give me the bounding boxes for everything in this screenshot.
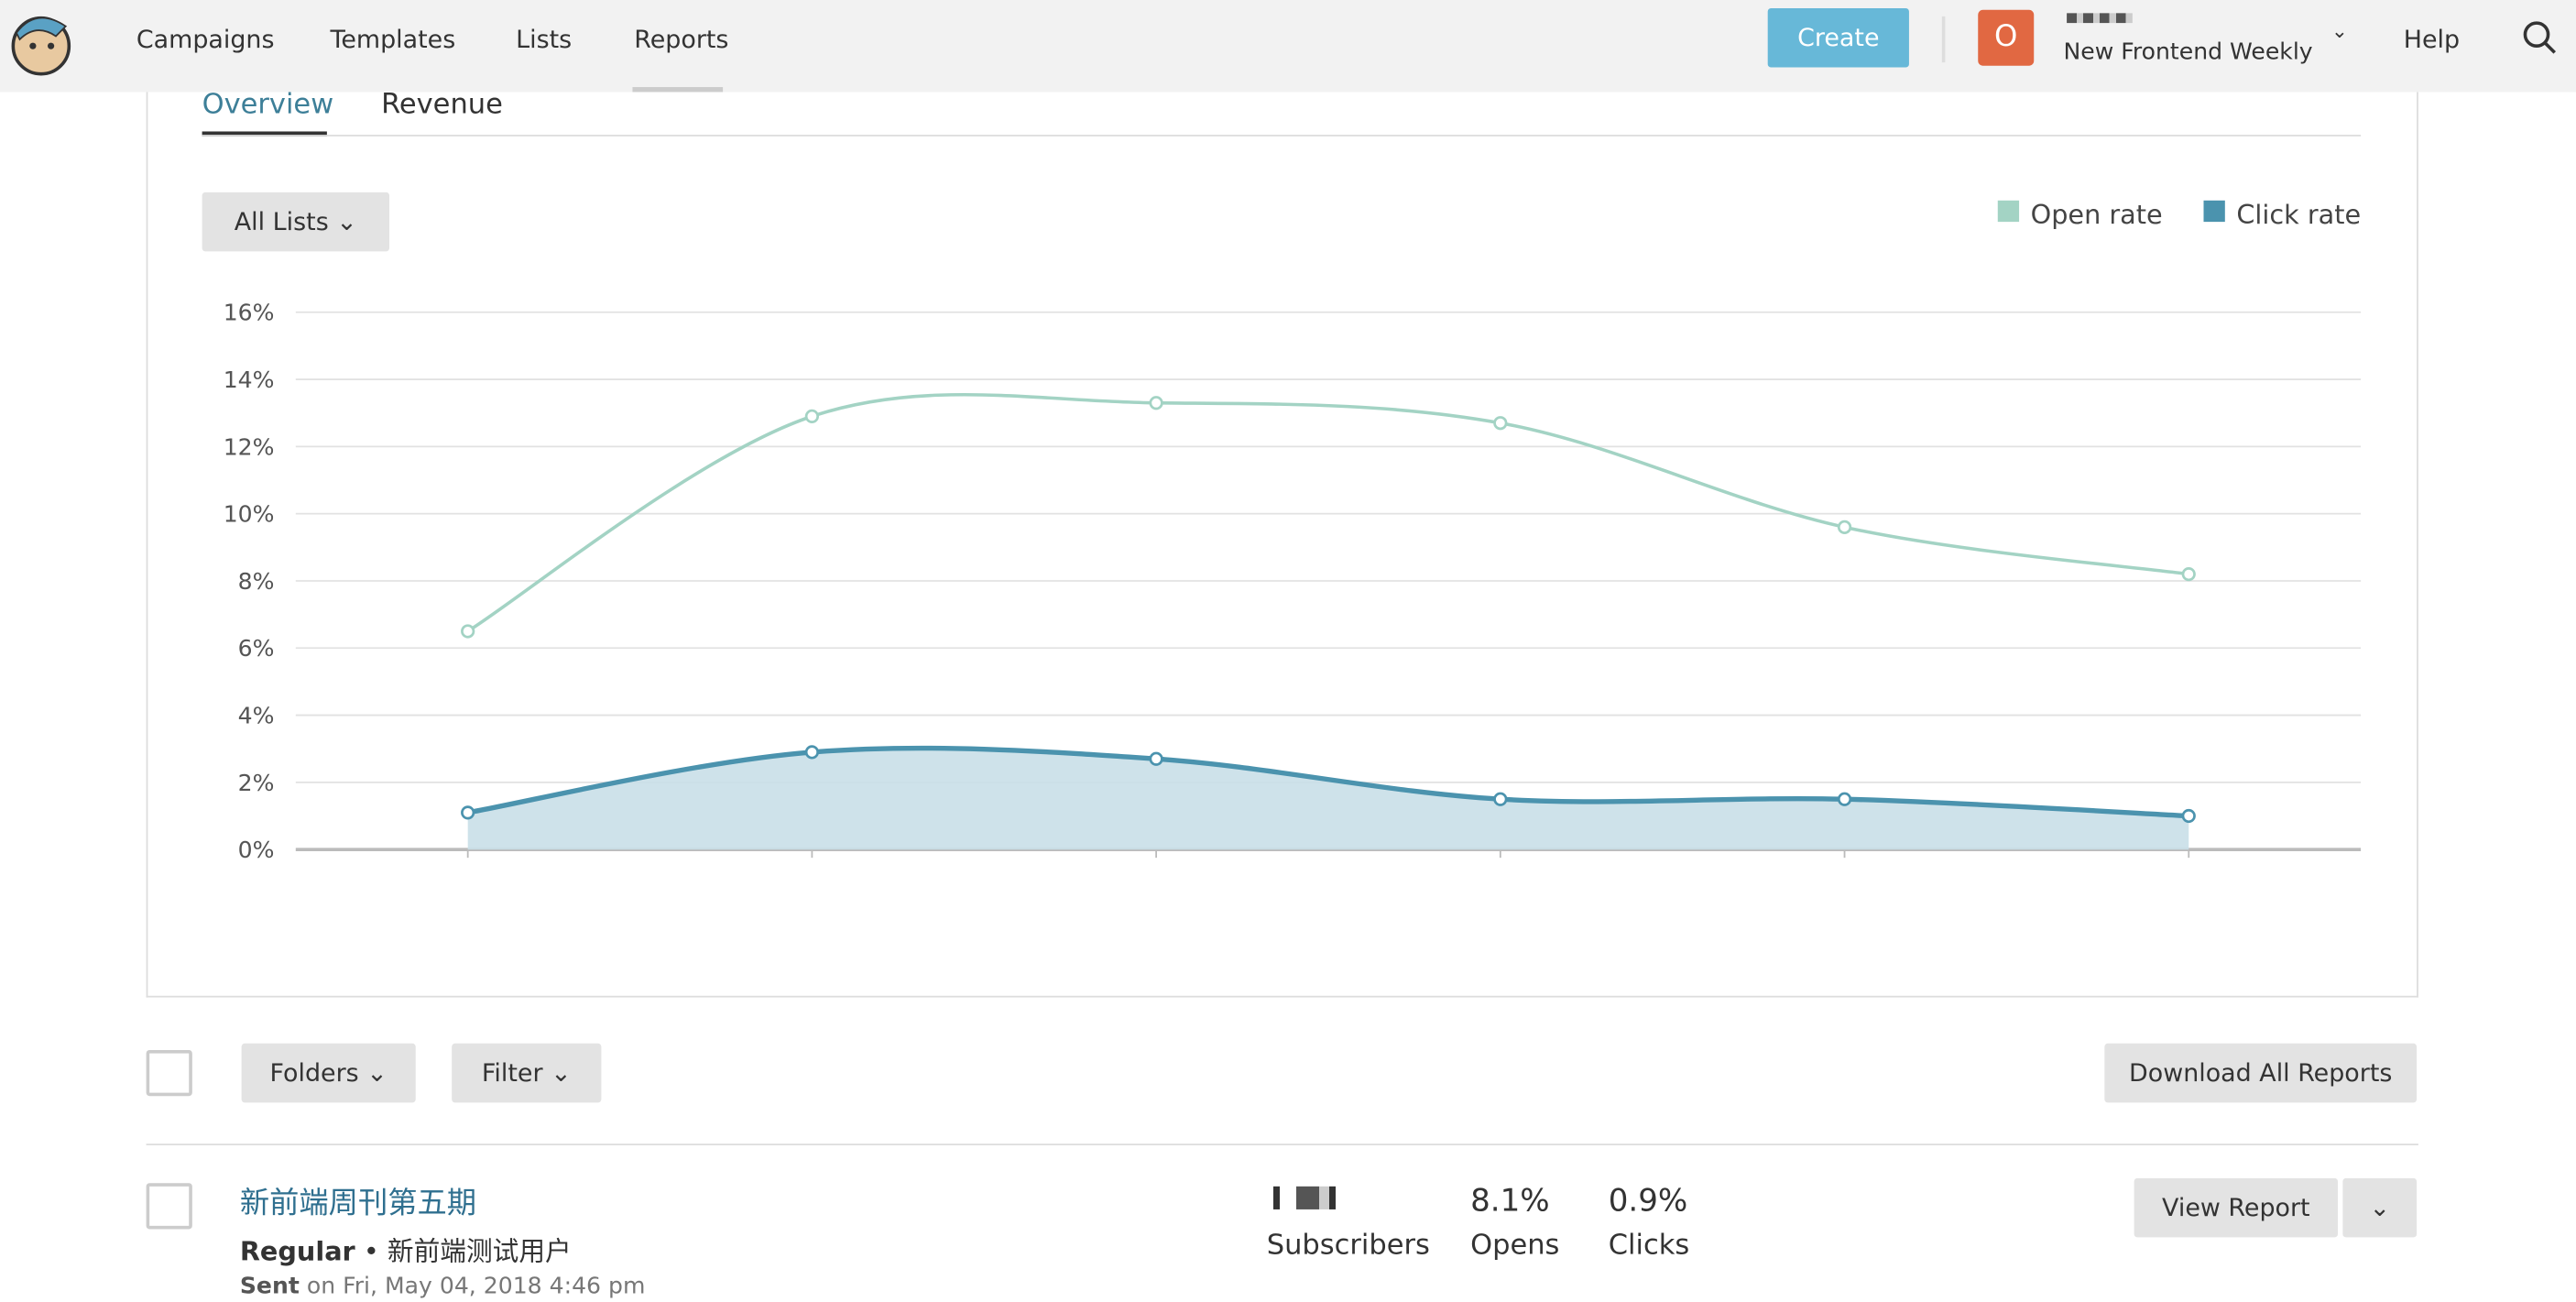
nav-active xyxy=(632,87,724,93)
y-tick-label: 10% xyxy=(224,501,275,528)
legend-swatch xyxy=(1997,200,2020,223)
nav-item[interactable]: Campaigns xyxy=(136,24,275,55)
y-tick-label: 2% xyxy=(238,770,275,796)
download-button[interactable]: Download All Reports xyxy=(2104,1043,2418,1103)
navbar: Campaigns Templates Lists Reports Create… xyxy=(0,0,2576,93)
logo[interactable] xyxy=(6,6,75,79)
y-tick-label: 8% xyxy=(238,568,275,595)
point xyxy=(1837,520,1852,534)
checkbox[interactable] xyxy=(146,1049,192,1097)
stat-value: 0.9% xyxy=(1608,1183,1688,1220)
point xyxy=(804,409,820,423)
y-tick-label: 14% xyxy=(224,367,275,393)
chart-card xyxy=(146,92,2418,998)
campaign-meta: Regular • 新前端测试用户 xyxy=(239,1235,572,1267)
y-tick-label: 16% xyxy=(224,300,275,326)
point xyxy=(1493,416,1508,431)
line xyxy=(466,392,2189,633)
campaign-title[interactable]: 新前端周刊第五期 xyxy=(239,1186,477,1221)
create-button[interactable]: Create xyxy=(1767,7,1909,68)
divider xyxy=(1941,16,1946,63)
legend-label: Click rate xyxy=(2236,199,2361,230)
filter-button[interactable]: Filter ⌄ xyxy=(452,1043,602,1103)
y-tick-label: 0% xyxy=(238,837,275,863)
stat-label: Subscribers xyxy=(1266,1229,1430,1263)
avatar[interactable]: O xyxy=(1978,9,2035,66)
more-button[interactable]: ⌄ xyxy=(2342,1177,2418,1238)
legend-swatch xyxy=(2203,200,2225,223)
label: Folders xyxy=(269,1057,359,1089)
chart: 0% 2% 4% 6% 8% 10% 12% 14% 16% Click rate Open rat… xyxy=(224,199,2361,863)
account-name[interactable]: New Frontend Weekly xyxy=(2063,39,2313,66)
filter-label: All Lists xyxy=(234,206,329,237)
stat-label: Opens xyxy=(1470,1229,1560,1263)
list-filter[interactable]: All Lists ⌄ xyxy=(202,191,390,252)
point xyxy=(1493,792,1508,806)
checkbox[interactable] xyxy=(146,1183,192,1230)
nav-item[interactable]: Reports xyxy=(634,24,729,55)
legend-label: Open rate xyxy=(2031,199,2163,230)
view-report-button[interactable]: View Report xyxy=(2134,1177,2339,1238)
rule xyxy=(146,1143,2418,1145)
point xyxy=(2181,567,2196,582)
sent-line: Sent on Fri, May 04, 2018 4:46 pm xyxy=(240,1274,646,1300)
y-tick-label: 12% xyxy=(224,433,275,460)
sent-date: on Fri, May 04, 2018 4:46 pm xyxy=(306,1273,646,1300)
folders-button[interactable]: Folders ⌄ xyxy=(241,1043,416,1103)
point xyxy=(461,805,475,820)
point xyxy=(804,745,820,760)
search-icon[interactable] xyxy=(2522,20,2558,56)
tab[interactable]: Revenue xyxy=(381,88,503,122)
point xyxy=(2181,808,2196,824)
point xyxy=(1149,751,1163,766)
line xyxy=(467,745,2189,819)
list: 新前端测试用户 xyxy=(387,1235,572,1267)
chevron[interactable]: ⌄ xyxy=(2330,19,2348,43)
sent: Sent xyxy=(239,1273,300,1300)
tab-underline xyxy=(202,131,327,137)
tab-active[interactable]: Overview xyxy=(202,88,334,122)
kind: Regular xyxy=(239,1235,355,1267)
nav-item[interactable]: Templates xyxy=(330,24,456,55)
label: Filter xyxy=(481,1057,543,1089)
y-tick-label: 6% xyxy=(238,635,275,662)
nav-item[interactable]: Lists xyxy=(516,24,573,55)
point xyxy=(1149,396,1163,410)
point xyxy=(461,624,475,639)
stat-value: 8.1% xyxy=(1470,1183,1550,1220)
obscured xyxy=(2067,13,2133,24)
y-tick-label: 4% xyxy=(238,703,275,729)
help[interactable]: Help xyxy=(2403,24,2461,55)
obscured xyxy=(1272,1186,1349,1209)
point xyxy=(1837,792,1852,806)
tab-rule xyxy=(202,135,2362,137)
area xyxy=(467,748,2189,850)
stat-label: Clicks xyxy=(1608,1229,1690,1263)
